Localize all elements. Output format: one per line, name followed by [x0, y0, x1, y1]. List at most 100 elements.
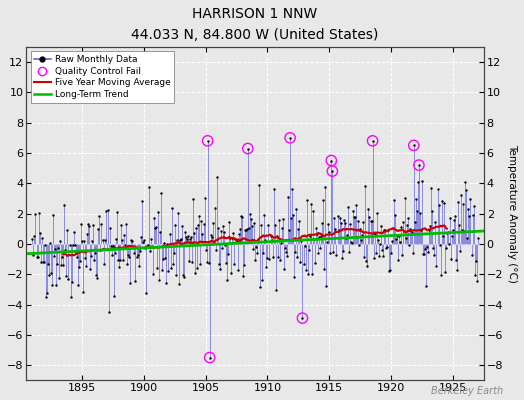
Point	[223, 276, 232, 283]
Point	[435, 242, 444, 248]
Point	[368, 138, 377, 144]
Point	[48, 282, 56, 288]
Point	[374, 236, 382, 243]
Point	[145, 183, 153, 190]
Point	[149, 271, 157, 278]
Point	[54, 244, 62, 251]
Point	[183, 235, 191, 242]
Point	[334, 227, 343, 234]
Point	[135, 248, 144, 254]
Point	[39, 259, 48, 266]
Point	[38, 235, 46, 241]
Point	[182, 234, 190, 241]
Point	[350, 214, 358, 220]
Point	[36, 229, 44, 236]
Point	[199, 221, 208, 227]
Point	[451, 212, 459, 219]
Point	[444, 229, 452, 235]
Point	[255, 182, 264, 188]
Point	[471, 271, 479, 278]
Point	[328, 168, 336, 174]
Point	[337, 255, 346, 261]
Point	[85, 223, 93, 230]
Point	[325, 228, 333, 235]
Point	[219, 222, 227, 229]
Point	[245, 225, 253, 231]
Point	[165, 268, 173, 274]
Point	[266, 232, 275, 239]
Point	[452, 257, 460, 263]
Point	[358, 231, 366, 238]
Point	[321, 184, 330, 190]
Point	[42, 290, 51, 296]
Point	[301, 266, 310, 273]
Point	[421, 246, 429, 252]
Point	[446, 215, 454, 221]
Point	[439, 233, 447, 239]
Point	[209, 220, 217, 227]
Point	[88, 238, 96, 244]
Point	[28, 236, 37, 243]
Legend: Raw Monthly Data, Quality Control Fail, Five Year Moving Average, Long-Term Tren: Raw Monthly Data, Quality Control Fail, …	[31, 51, 174, 103]
Point	[126, 280, 135, 286]
Point	[328, 168, 336, 174]
Point	[92, 272, 101, 279]
Point	[458, 226, 466, 233]
Point	[163, 241, 172, 247]
Point	[449, 227, 457, 233]
Point	[148, 244, 156, 250]
Point	[35, 210, 43, 216]
Point	[59, 262, 68, 268]
Point	[165, 231, 173, 237]
Point	[67, 294, 75, 300]
Point	[242, 226, 250, 233]
Point	[398, 252, 407, 258]
Point	[311, 260, 319, 266]
Point	[407, 231, 415, 238]
Point	[46, 240, 54, 246]
Point	[410, 142, 418, 148]
Point	[279, 216, 287, 222]
Point	[263, 255, 271, 262]
Point	[32, 254, 41, 260]
Point	[344, 203, 352, 210]
Point	[37, 259, 45, 266]
Point	[445, 241, 453, 247]
Point	[144, 242, 152, 248]
Point	[146, 248, 154, 254]
Point	[348, 240, 356, 246]
Point	[195, 213, 204, 219]
Point	[210, 240, 218, 246]
Point	[414, 179, 422, 185]
Point	[296, 259, 304, 265]
Point	[290, 274, 298, 280]
Point	[359, 219, 367, 226]
Point	[151, 225, 159, 231]
Point	[167, 204, 176, 211]
Point	[173, 210, 182, 216]
Point	[256, 284, 265, 290]
Point	[416, 210, 424, 216]
Point	[114, 257, 122, 264]
Point	[155, 277, 163, 283]
Point	[335, 215, 344, 221]
Point	[363, 263, 372, 269]
Point	[377, 223, 385, 229]
Point	[450, 217, 458, 224]
Point	[170, 222, 179, 229]
Point	[244, 145, 252, 152]
Point	[232, 238, 241, 244]
Point	[112, 236, 120, 242]
Point	[73, 282, 82, 288]
Point	[236, 213, 245, 219]
Point	[303, 271, 312, 277]
Point	[386, 266, 394, 273]
Title: HARRISON 1 NNW
44.033 N, 84.800 W (United States): HARRISON 1 NNW 44.033 N, 84.800 W (Unite…	[132, 7, 379, 42]
Point	[276, 256, 284, 263]
Point	[50, 253, 58, 259]
Point	[373, 209, 381, 216]
Point	[69, 242, 77, 248]
Point	[205, 354, 214, 361]
Point	[87, 253, 95, 260]
Point	[197, 218, 205, 224]
